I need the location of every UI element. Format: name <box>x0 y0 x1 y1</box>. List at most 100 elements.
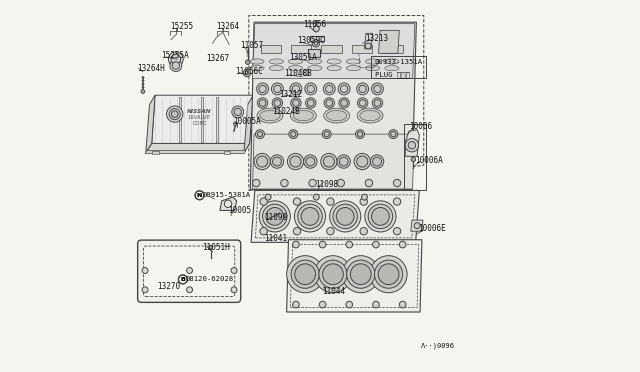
Text: 11048B: 11048B <box>284 69 312 78</box>
Polygon shape <box>378 31 399 53</box>
Text: 11099: 11099 <box>264 213 287 222</box>
Text: 11051H: 11051H <box>202 243 230 251</box>
Circle shape <box>374 100 381 106</box>
Polygon shape <box>382 45 403 53</box>
Circle shape <box>262 204 287 229</box>
Text: 10006: 10006 <box>409 122 432 131</box>
Circle shape <box>254 153 270 170</box>
Circle shape <box>394 179 401 187</box>
Text: 13267: 13267 <box>206 54 229 62</box>
Circle shape <box>292 241 300 248</box>
Circle shape <box>305 98 316 108</box>
Polygon shape <box>216 97 218 141</box>
Circle shape <box>292 100 300 106</box>
Ellipse shape <box>289 59 303 64</box>
Text: N: N <box>197 193 202 198</box>
Polygon shape <box>244 95 253 153</box>
Circle shape <box>324 98 335 108</box>
Text: 15255A: 15255A <box>161 51 189 60</box>
Circle shape <box>232 106 244 118</box>
Polygon shape <box>253 134 414 189</box>
Polygon shape <box>179 97 181 141</box>
Circle shape <box>414 223 420 229</box>
Circle shape <box>350 264 371 285</box>
Circle shape <box>319 260 347 288</box>
Circle shape <box>336 208 354 225</box>
Circle shape <box>378 264 399 285</box>
Circle shape <box>166 106 183 122</box>
Circle shape <box>303 70 309 76</box>
Circle shape <box>309 179 316 187</box>
Circle shape <box>314 194 319 200</box>
Circle shape <box>187 267 193 273</box>
Circle shape <box>323 264 343 285</box>
Text: 11056: 11056 <box>303 20 326 29</box>
Circle shape <box>294 201 326 232</box>
Circle shape <box>287 256 324 293</box>
Circle shape <box>273 157 282 166</box>
Circle shape <box>359 100 366 106</box>
Ellipse shape <box>260 110 280 121</box>
FancyBboxPatch shape <box>143 246 235 296</box>
Text: 00933-1351A: 00933-1351A <box>375 59 423 65</box>
Text: 13051A: 13051A <box>290 52 317 61</box>
Circle shape <box>290 156 301 167</box>
Circle shape <box>330 201 361 232</box>
Ellipse shape <box>360 110 380 121</box>
Ellipse shape <box>269 65 284 71</box>
Circle shape <box>362 194 367 200</box>
Circle shape <box>253 179 260 187</box>
Circle shape <box>347 260 375 288</box>
Text: 11056C: 11056C <box>236 67 263 76</box>
Ellipse shape <box>257 108 283 123</box>
Circle shape <box>246 60 250 64</box>
Ellipse shape <box>274 213 285 220</box>
Circle shape <box>260 228 268 235</box>
Polygon shape <box>405 130 419 156</box>
Circle shape <box>266 208 284 225</box>
Ellipse shape <box>250 59 264 64</box>
Circle shape <box>209 245 212 249</box>
Circle shape <box>295 264 316 285</box>
Text: 13270: 13270 <box>157 282 180 291</box>
Ellipse shape <box>385 59 399 64</box>
Circle shape <box>326 85 333 93</box>
Circle shape <box>291 132 296 137</box>
Text: PLUG プラグ: PLUG プラグ <box>375 71 410 78</box>
Ellipse shape <box>326 110 347 121</box>
Circle shape <box>399 301 406 308</box>
Circle shape <box>391 132 396 137</box>
Circle shape <box>171 54 180 64</box>
Circle shape <box>314 256 351 293</box>
Polygon shape <box>146 143 250 153</box>
Polygon shape <box>152 95 253 143</box>
Circle shape <box>342 256 380 293</box>
Text: 13264H: 13264H <box>137 64 164 73</box>
Circle shape <box>360 198 367 205</box>
Circle shape <box>142 287 148 293</box>
Text: B: B <box>180 277 186 282</box>
Polygon shape <box>202 97 204 141</box>
Circle shape <box>169 109 180 120</box>
Circle shape <box>394 198 401 205</box>
Polygon shape <box>308 49 320 57</box>
Ellipse shape <box>346 59 360 64</box>
Text: B: B <box>180 277 186 282</box>
Circle shape <box>314 26 319 32</box>
Circle shape <box>274 100 281 106</box>
Text: 16VALVE: 16VALVE <box>188 115 211 120</box>
Circle shape <box>142 267 148 273</box>
Circle shape <box>172 111 178 118</box>
Circle shape <box>271 83 284 95</box>
Circle shape <box>405 138 419 152</box>
Ellipse shape <box>357 108 383 123</box>
Circle shape <box>231 267 237 273</box>
Circle shape <box>257 132 262 137</box>
Text: 11044: 11044 <box>322 287 345 296</box>
Circle shape <box>337 155 350 168</box>
Polygon shape <box>310 36 324 41</box>
Circle shape <box>339 98 349 108</box>
Ellipse shape <box>308 65 322 71</box>
Circle shape <box>234 108 241 116</box>
Circle shape <box>243 69 251 77</box>
